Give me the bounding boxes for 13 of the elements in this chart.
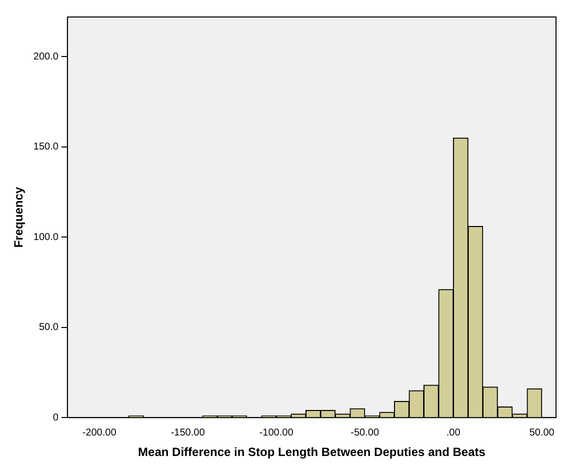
y-tick-label: 100.0: [33, 232, 59, 243]
x-tick-label: .00: [446, 427, 461, 438]
y-tick-label: 50.0: [38, 322, 59, 334]
x-axis-title: Mean Difference in Stop Length Between Deputies and Beats: [138, 445, 486, 460]
x-tick-label: 50.00: [529, 427, 555, 438]
y-tick-label: 0: [52, 412, 59, 424]
x-tick-label: -200.00: [82, 427, 117, 438]
x-tick-label: -50.00: [350, 427, 380, 438]
y-tick-label: 200.0: [33, 51, 59, 62]
y-axis-title: Frequency: [12, 186, 26, 248]
y-tick-label: 150.0: [33, 142, 59, 153]
x-tick-label: -150.00: [170, 427, 206, 438]
x-tick-label: -100.00: [259, 427, 294, 438]
